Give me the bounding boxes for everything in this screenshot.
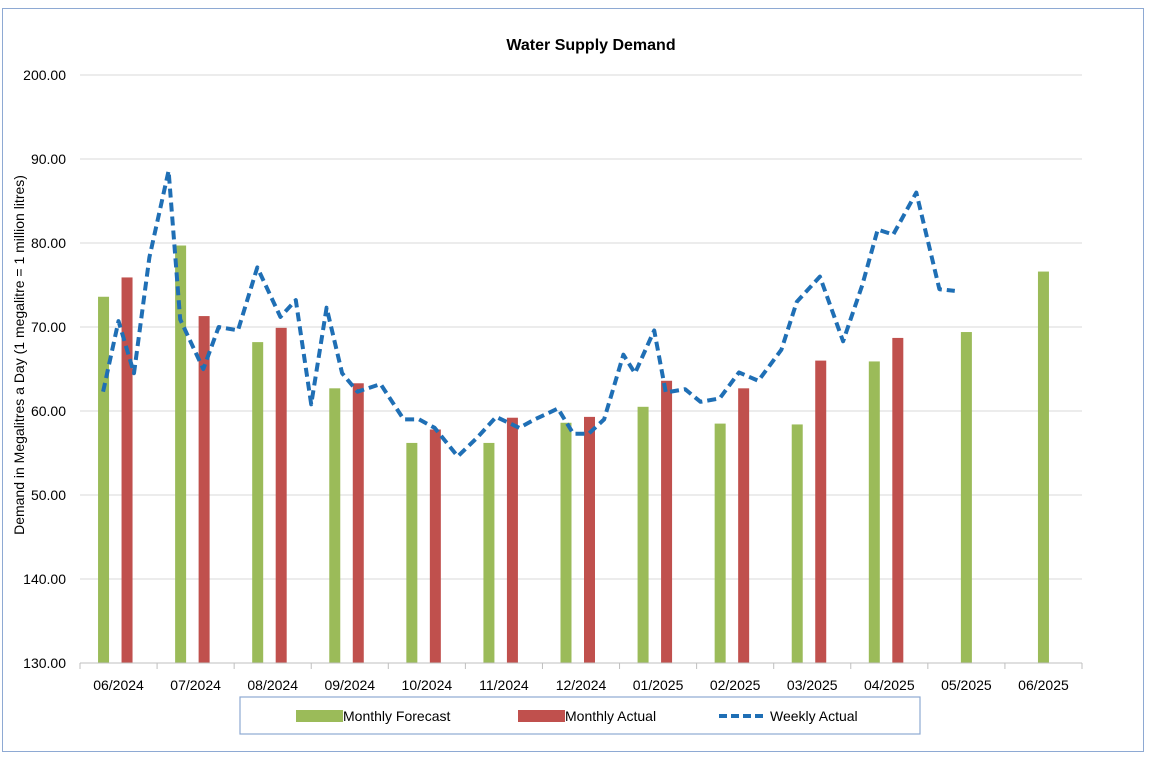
weekly-actual-series-line bbox=[101, 168, 956, 459]
x-tick-label: 05/2025 bbox=[941, 677, 992, 693]
bar-monthly-actual bbox=[738, 388, 750, 663]
x-tick-label: 03/2025 bbox=[787, 677, 838, 693]
bar-monthly-actual bbox=[121, 277, 133, 663]
y-tick-label: 60.00 bbox=[31, 403, 66, 419]
bar-monthly-actual bbox=[584, 416, 595, 663]
y-axis-tick-labels: 130.00 140.00 50.00 60.00 70.00 80.00 90.00 200… bbox=[23, 67, 66, 671]
chart-frame bbox=[2, 8, 1144, 752]
x-tick-label: 06/2025 bbox=[1018, 677, 1069, 693]
bar-monthly-forecast bbox=[98, 296, 110, 663]
weekly-actual-line bbox=[101, 168, 956, 459]
x-tick-label: 08/2024 bbox=[247, 677, 298, 693]
bar-monthly-forecast bbox=[714, 423, 726, 663]
x-axis: 06/2024 07/2024 08/2024 09/2024 10/2024 11/20… bbox=[79, 662, 1083, 693]
legend-label-weekly-actual: Weekly Actual bbox=[770, 708, 858, 724]
y-tick-label: 200.00 bbox=[23, 67, 66, 83]
x-tick-label: 12/2024 bbox=[556, 677, 607, 693]
bar-monthly-actual bbox=[275, 327, 287, 663]
chart-title: Water Supply Demand bbox=[506, 37, 675, 54]
bar-monthly-actual bbox=[429, 429, 441, 663]
y-axis-label: Demand in Megalitres a Day (1 megalitre … bbox=[11, 175, 27, 535]
bar-monthly-forecast bbox=[175, 245, 187, 663]
legend-swatch-monthly-actual bbox=[518, 710, 565, 722]
x-tick-label: 07/2024 bbox=[170, 677, 221, 693]
bar-monthly-actual bbox=[661, 380, 673, 663]
bar-monthly-forecast bbox=[329, 388, 341, 663]
x-tick-label: 11/2024 bbox=[479, 677, 529, 693]
bar-monthly-forecast bbox=[868, 361, 880, 663]
y-tick-label: 140.00 bbox=[23, 571, 66, 587]
bar-monthly-forecast bbox=[560, 422, 572, 663]
bar-monthly-actual bbox=[352, 383, 364, 663]
legend: Monthly Forecast Monthly Actual Weekly A… bbox=[239, 696, 921, 735]
x-tick-label: 10/2024 bbox=[402, 677, 453, 693]
bar-monthly-forecast bbox=[1037, 271, 1049, 663]
bars bbox=[98, 245, 1049, 663]
legend-label-monthly-actual: Monthly Actual bbox=[565, 708, 656, 724]
x-tick-label: 01/2025 bbox=[633, 677, 684, 693]
bar-monthly-forecast bbox=[483, 442, 495, 663]
bar-monthly-forecast bbox=[637, 406, 649, 663]
bar-monthly-forecast bbox=[960, 332, 972, 663]
y-tick-label: 130.00 bbox=[23, 655, 66, 671]
bar-monthly-actual bbox=[892, 337, 904, 663]
bar-monthly-forecast bbox=[791, 424, 803, 663]
bar-monthly-forecast bbox=[406, 442, 418, 663]
legend-box bbox=[239, 696, 921, 735]
gridlines bbox=[80, 74, 1082, 580]
y-tick-label: 50.00 bbox=[31, 487, 66, 503]
bar-monthly-actual bbox=[198, 316, 210, 663]
bar-monthly-actual bbox=[815, 360, 827, 663]
legend-label-monthly-forecast: Monthly Forecast bbox=[343, 708, 450, 724]
y-tick-label: 90.00 bbox=[31, 151, 66, 167]
x-tick-label: 04/2025 bbox=[864, 677, 915, 693]
x-tick-label: 06/2024 bbox=[93, 677, 144, 693]
bar-monthly-actual bbox=[506, 417, 518, 663]
y-tick-label: 70.00 bbox=[31, 319, 66, 335]
legend-swatch-monthly-forecast bbox=[296, 710, 343, 722]
x-tick-label: 09/2024 bbox=[324, 677, 375, 693]
y-tick-label: 80.00 bbox=[31, 235, 66, 251]
bar-monthly-forecast bbox=[252, 342, 264, 663]
x-tick-label: 02/2025 bbox=[710, 677, 761, 693]
